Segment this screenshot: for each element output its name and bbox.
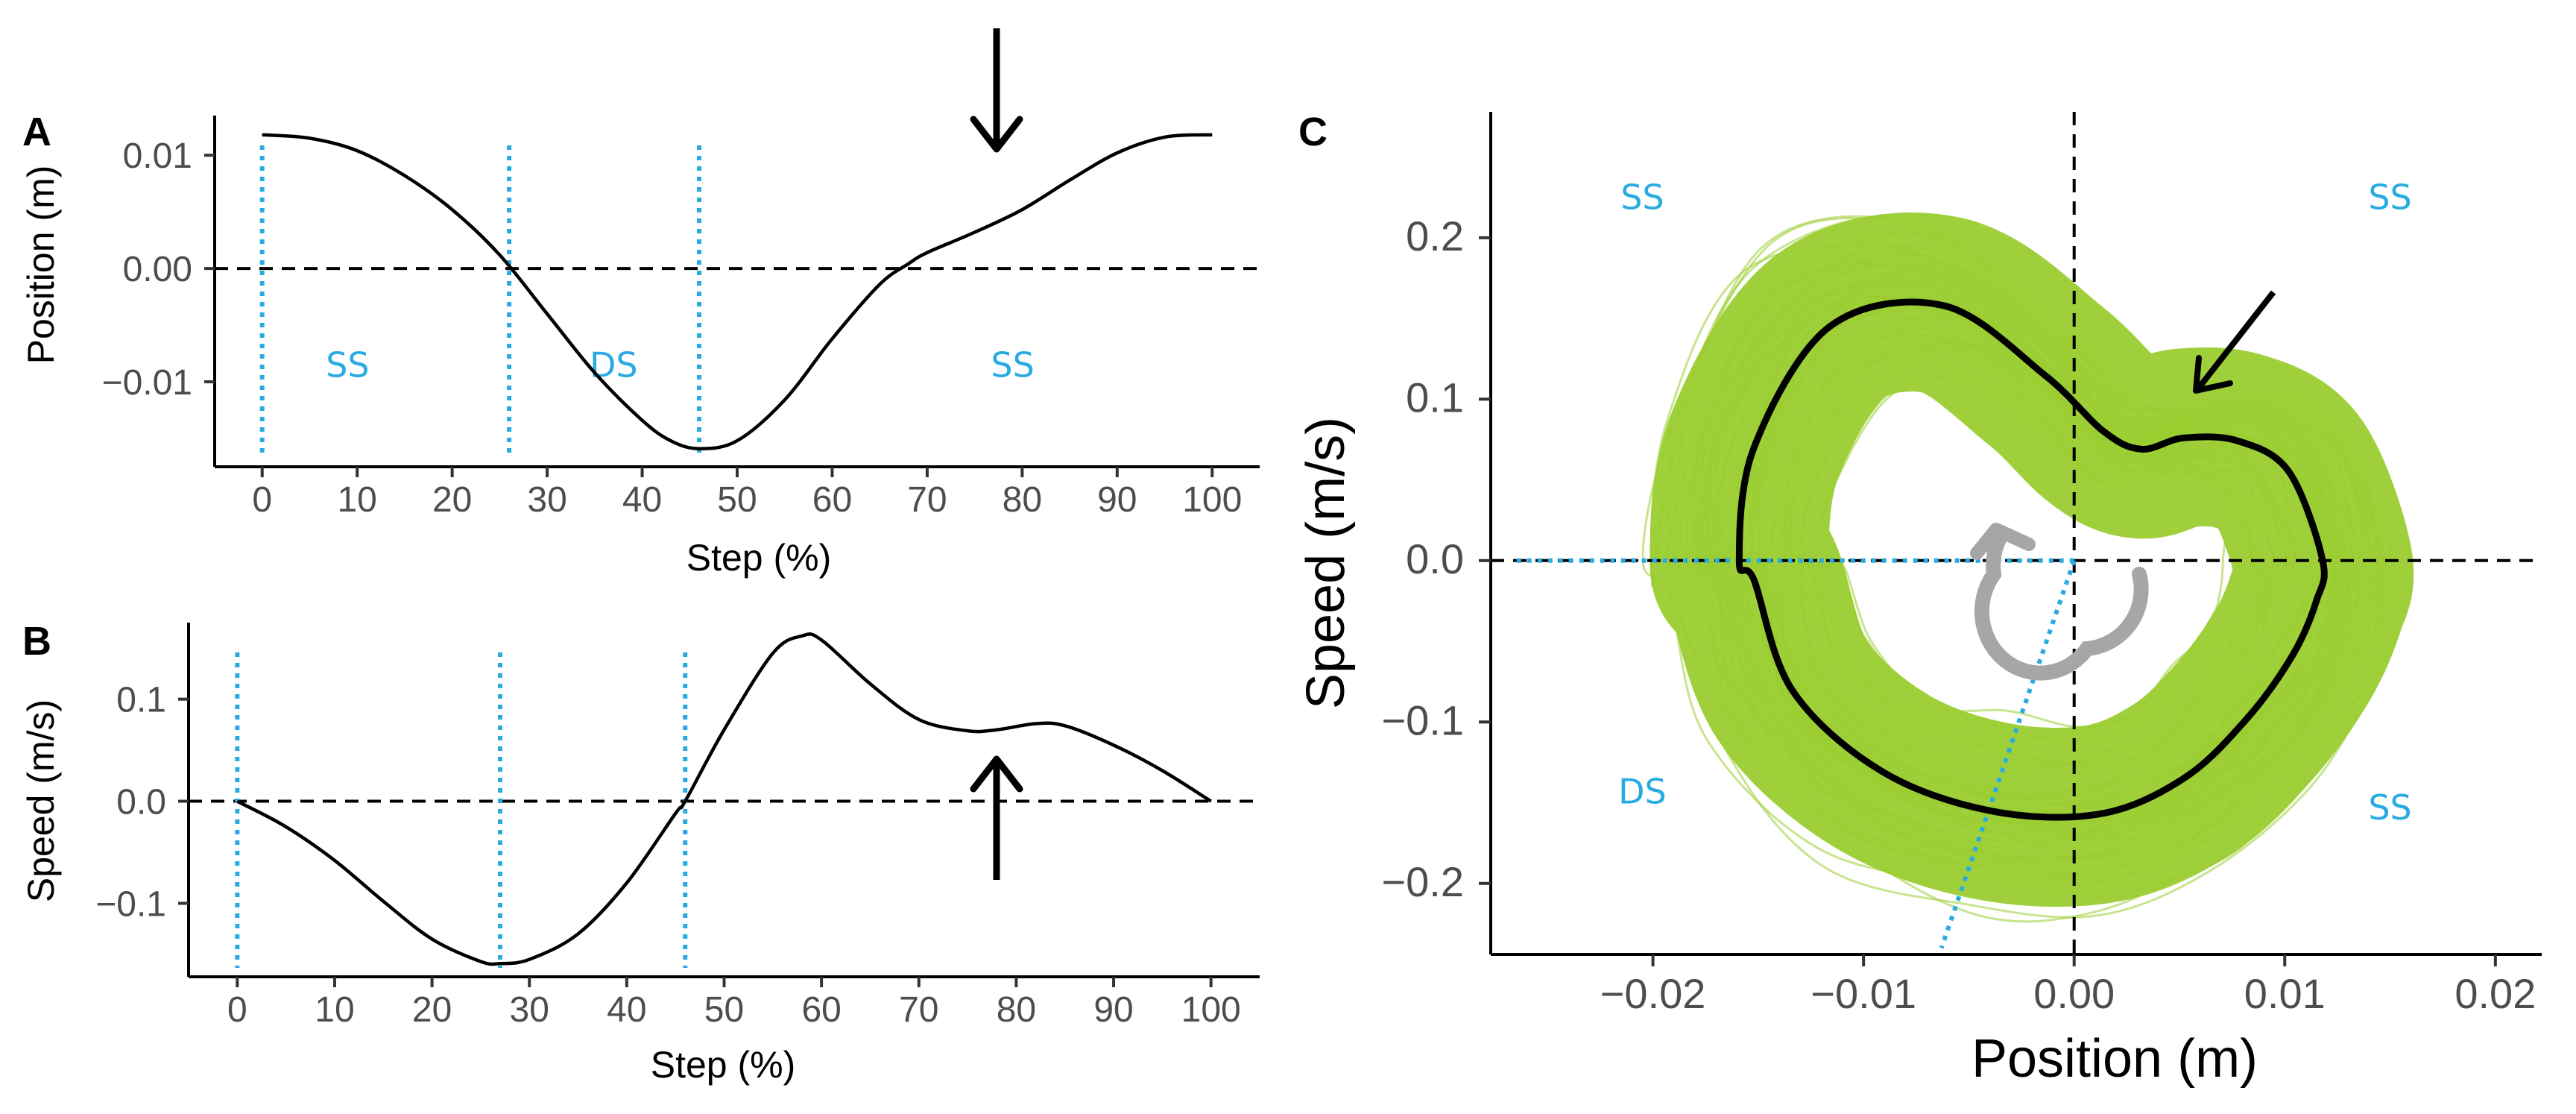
- panel-a-y-title: Position (m): [20, 166, 62, 365]
- panel-b-x-ticks: 0 10 20 30 40 50 60 70 80 90 100: [227, 977, 1241, 1030]
- trial-loop: [1641, 217, 2393, 919]
- panel-a-x-ticks: 0 10 20 30 40 50 60 70 80 90 100: [252, 467, 1242, 520]
- trial-loop: [1802, 340, 2270, 769]
- trial-loop: [1661, 249, 2373, 846]
- x-tick-label: 80: [1003, 480, 1042, 520]
- panel-c-quadrant-label-ds-bottom-left: DS: [1618, 771, 1667, 811]
- trial-loop: [1748, 313, 2346, 809]
- x-tick-label: 90: [1097, 480, 1137, 520]
- trial-loop: [1796, 356, 2257, 750]
- panel-a-position-curve: [262, 133, 1213, 450]
- y-tick-label: 0.1: [116, 681, 166, 720]
- y-tick-label: 0.0: [116, 783, 166, 822]
- panel-a-phase-label-ds: DS: [590, 344, 638, 385]
- panel-b-y-ticks: 0.1 0.0 −0.1: [95, 681, 189, 924]
- panel-c-clockwise-rotation-icon: [1970, 523, 2149, 681]
- x-tick-label: 10: [315, 990, 354, 1030]
- panel-c-y-ticks: 0.2 0.1 0.0 −0.1 −0.2: [1381, 213, 1491, 905]
- panel-b-speed-curve: [236, 632, 1212, 966]
- panel-c-y-title: Speed (m/s): [1296, 417, 1356, 709]
- x-tick-label: 20: [412, 990, 452, 1030]
- panel-c-quadrant-label-ss-bottom-right: SS: [2368, 787, 2411, 828]
- y-tick-label: −0.1: [95, 884, 166, 924]
- x-tick-label: 40: [607, 990, 646, 1030]
- panel-b-letter: B: [22, 619, 51, 664]
- y-tick-label: −0.1: [1381, 696, 1464, 743]
- y-tick-label: 0.00: [123, 250, 192, 289]
- x-tick-label: 60: [812, 480, 852, 520]
- panel-c-mean-loop: [1735, 298, 2328, 821]
- x-tick-label: 10: [337, 480, 376, 520]
- x-tick-label: 30: [527, 480, 566, 520]
- y-tick-label: −0.2: [1381, 858, 1464, 905]
- panel-a-y-axis-title: Position (m): [20, 166, 62, 365]
- x-tick-label: 40: [622, 480, 662, 520]
- panel-b-annotation-arrow-icon: [970, 755, 1023, 880]
- x-tick-label: 90: [1093, 990, 1133, 1030]
- x-tick-label: −0.01: [1811, 970, 1916, 1017]
- x-tick-label: 100: [1181, 990, 1241, 1030]
- trial-loop: [1734, 300, 2345, 840]
- x-tick-label: 0.01: [2244, 970, 2326, 1017]
- panel-c-x-title: Position (m): [1972, 1029, 2258, 1089]
- x-tick-label: 20: [432, 480, 472, 520]
- trial-loop: [1673, 262, 2380, 862]
- y-tick-label: 0.1: [1406, 374, 1464, 421]
- trial-loop: [1695, 257, 2376, 828]
- panel-a-x-title: Step (%): [686, 537, 832, 579]
- panel-a-annotation-arrow-icon: [970, 28, 1023, 153]
- panel-b: B Speed (m/s) Step (%) 0 10 20 30 40 50 60 70 80…: [20, 619, 1260, 1086]
- panel-c-letter: C: [1298, 110, 1328, 154]
- panel-b-x-title: Step (%): [651, 1044, 796, 1086]
- panel-b-y-title: Speed (m/s): [20, 699, 62, 902]
- panel-a-letter: A: [22, 110, 51, 154]
- x-tick-label: 0: [252, 480, 272, 520]
- y-tick-label: 0.0: [1406, 535, 1464, 582]
- x-tick-label: 70: [907, 480, 947, 520]
- x-tick-label: 0.00: [2033, 970, 2115, 1017]
- x-tick-label: 80: [997, 990, 1036, 1030]
- x-tick-label: 100: [1182, 480, 1242, 520]
- panel-c-x-ticks: −0.02 −0.01 0.00 0.01 0.02: [1600, 954, 2536, 1017]
- trial-loop: [1713, 291, 2333, 834]
- panel-b-phase-boundaries: [235, 652, 688, 968]
- trial-loop: [1778, 336, 2270, 798]
- panel-c-annotation-arrow-icon: [2193, 290, 2276, 394]
- trial-loop: [1816, 347, 2255, 744]
- panel-a-y-ticks: 0.01 0.00 −0.01: [102, 136, 215, 403]
- panel-a-phase-label-ss-2: SS: [991, 344, 1034, 385]
- panel-c-quadrant-label-ss-top-right: SS: [2368, 177, 2411, 218]
- x-tick-label: 60: [801, 990, 841, 1030]
- trial-loop: [1726, 301, 2326, 835]
- x-tick-label: 0: [227, 990, 247, 1030]
- y-tick-label: 0.01: [123, 136, 192, 176]
- x-tick-label: 50: [704, 990, 744, 1030]
- panel-c-quadrant-label-ss-top-left: SS: [1620, 177, 1664, 218]
- panel-a: A Position (m) Step (%) 0 10 20 30 40 50 60 70 8…: [20, 28, 1260, 579]
- x-tick-label: 0.02: [2455, 970, 2536, 1017]
- x-tick-label: 70: [899, 990, 938, 1030]
- trial-loop: [1761, 326, 2320, 823]
- x-tick-label: −0.02: [1600, 970, 1706, 1017]
- panel-c: C Speed (m/s) Position (m) −0.02 −0.01 0.0…: [1296, 110, 2542, 1089]
- y-tick-label: −0.01: [102, 363, 192, 403]
- x-tick-label: 50: [717, 480, 757, 520]
- y-tick-label: 0.2: [1406, 213, 1464, 259]
- trial-loop: [1776, 331, 2283, 767]
- trial-loop: [1699, 264, 2359, 861]
- x-tick-label: 30: [510, 990, 549, 1030]
- panel-a-phase-label-ss-1: SS: [326, 344, 369, 385]
